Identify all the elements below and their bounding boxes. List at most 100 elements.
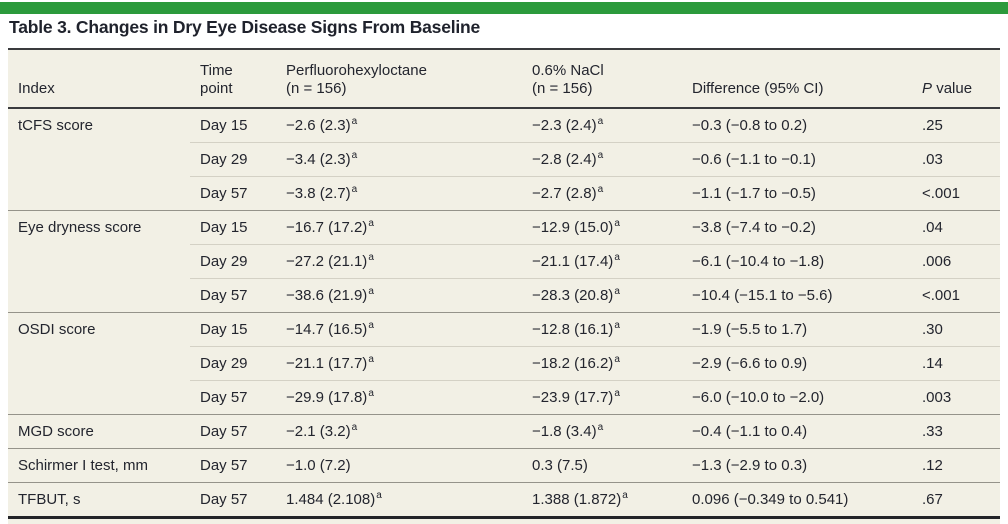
footnote-marker: a: [614, 286, 620, 297]
p-value-cell: .04: [912, 210, 1000, 245]
index-cell: Schirmer I test, mm: [8, 448, 190, 483]
time-cell: Day 57: [190, 278, 276, 313]
footnote-marker: a: [351, 184, 358, 195]
footnote-marker: a: [351, 150, 358, 161]
footnote-marker: a: [614, 388, 620, 399]
drug-value-cell: −27.2 (21.1)a: [276, 244, 522, 279]
difference-cell: −0.3 (−0.8 to 0.2): [692, 117, 808, 134]
nacl-value-cell: −21.1 (17.4)a: [522, 244, 682, 279]
footnote-marker: a: [597, 422, 604, 433]
table-card: Index Time point Perfluorohexyloctane (n…: [8, 48, 1000, 524]
footnote-marker: a: [622, 490, 628, 501]
p-value-cell: .12: [912, 448, 1000, 483]
index-cell: tCFS score: [18, 117, 94, 134]
time-cell: Day 15: [200, 117, 248, 134]
index-cell: OSDI score: [8, 312, 190, 347]
footnote-marker: a: [597, 184, 604, 195]
drug-value-cell: −38.6 (21.9)a: [276, 278, 522, 313]
index-cell: Eye dryness score: [8, 210, 190, 245]
time-cell: Day 29: [190, 142, 276, 177]
table-row: Schirmer I test, mm Day 57 −1.0 (7.2) 0.…: [8, 448, 1000, 483]
time-cell: Day 15: [190, 312, 276, 347]
time-cell: Day 57: [190, 380, 276, 415]
table-title: Table 3. Changes in Dry Eye Disease Sign…: [9, 17, 481, 37]
table-row: Day 29 −3.4 (2.3)a −2.8 (2.4)a −0.6 (−1.…: [8, 142, 1000, 177]
index-cell: [8, 347, 190, 381]
col-header-p-value: P value: [912, 49, 1000, 109]
index-cell: [8, 177, 190, 211]
p-value-cell: .006: [912, 244, 1000, 279]
drug-value-cell: 1.484 (2.108)a: [276, 482, 522, 518]
time-cell: Day 57: [190, 176, 276, 211]
table-row: MGD score Day 57 −2.1 (3.2)a −1.8 (3.4)a…: [8, 414, 1000, 449]
drug-value-cell: −3.4 (2.3)a: [276, 142, 522, 177]
nacl-value-cell: 0.3 (7.5): [522, 448, 682, 483]
difference-cell: −6.1 (−10.4 to −1.8): [682, 244, 912, 279]
table-row: Day 57 −3.8 (2.7)a −2.7 (2.8)a −1.1 (−1.…: [8, 176, 1000, 211]
accent-bar: [0, 2, 1008, 14]
time-cell: Day 57: [190, 448, 276, 483]
time-cell: Day 29: [190, 244, 276, 279]
footnote-marker: a: [614, 320, 620, 331]
nacl-value-cell: −12.8 (16.1)a: [522, 312, 682, 347]
p-value-cell: <.001: [912, 278, 1000, 313]
drug-value-cell: −3.8 (2.7)a: [276, 176, 522, 211]
footnote-marker: a: [351, 422, 358, 433]
footnote-marker: a: [368, 252, 374, 263]
p-value-cell: .003: [912, 380, 1000, 415]
difference-cell: −1.9 (−5.5 to 1.7): [682, 312, 912, 347]
nacl-value-cell: −23.9 (17.7)a: [522, 380, 682, 415]
difference-cell: −0.4 (−1.1 to 0.4): [682, 414, 912, 449]
drug-value-cell: −29.9 (17.8)a: [276, 380, 522, 415]
footnote-marker: a: [376, 490, 382, 501]
table-row: Day 57 −38.6 (21.9)a −28.3 (20.8)a −10.4…: [8, 278, 1000, 313]
nacl-value-cell: −2.3 (2.4)a: [532, 116, 604, 135]
drug-value-cell: −2.1 (3.2)a: [276, 414, 522, 449]
nacl-value-cell: −1.8 (3.4)a: [522, 414, 682, 449]
data-table: Index Time point Perfluorohexyloctane (n…: [8, 48, 1000, 519]
table-row: Eye dryness score Day 15 −16.7 (17.2)a −…: [8, 210, 1000, 245]
col-header-difference: Difference (95% CI): [682, 49, 912, 109]
footnote-marker: a: [368, 286, 374, 297]
time-cell: Day 57: [190, 482, 276, 518]
table-row: Day 29 −27.2 (21.1)a −21.1 (17.4)a −6.1 …: [8, 244, 1000, 279]
p-value-cell: .03: [912, 142, 1000, 177]
table-row: tCFS score Day 15 −2.6 (2.3)a −2.3 (2.4)…: [8, 108, 1000, 143]
time-cell: Day 29: [190, 346, 276, 381]
drug-value-cell: −14.7 (16.5)a: [276, 312, 522, 347]
nacl-value-cell: −18.2 (16.2)a: [522, 346, 682, 381]
nacl-value-cell: −12.9 (15.0)a: [522, 210, 682, 245]
col-header-time-point: Time point: [190, 49, 276, 109]
table-row: OSDI score Day 15 −14.7 (16.5)a −12.8 (1…: [8, 312, 1000, 347]
drug-value-cell: −1.0 (7.2): [276, 448, 522, 483]
col-header-perfluorohexyloctane: Perfluorohexyloctane (n = 156): [276, 49, 522, 109]
footnote-marker: a: [368, 320, 374, 331]
footnote-marker: a: [597, 116, 604, 127]
footnote-marker: a: [614, 252, 620, 263]
difference-cell: −3.8 (−7.4 to −0.2): [682, 210, 912, 245]
difference-cell: −1.3 (−2.9 to 0.3): [682, 448, 912, 483]
p-value-cell: .25: [922, 117, 943, 134]
header-row: Index Time point Perfluorohexyloctane (n…: [8, 49, 1000, 109]
p-value-cell: .33: [912, 414, 1000, 449]
footnote-marker: a: [614, 218, 620, 229]
footnote-marker: a: [368, 218, 374, 229]
difference-cell: −1.1 (−1.7 to −0.5): [682, 176, 912, 211]
table-row: TFBUT, s Day 57 1.484 (2.108)a 1.388 (1.…: [8, 482, 1000, 518]
table-row: Day 29 −21.1 (17.7)a −18.2 (16.2)a −2.9 …: [8, 346, 1000, 381]
p-value-cell: .14: [912, 346, 1000, 381]
index-cell: [8, 143, 190, 177]
footnote-marker: a: [368, 388, 374, 399]
time-cell: Day 57: [190, 414, 276, 449]
index-cell: [8, 381, 190, 415]
footnote-marker: a: [351, 116, 358, 127]
difference-cell: −10.4 (−15.1 to −5.6): [682, 278, 912, 313]
col-header-nacl: 0.6% NaCl (n = 156): [522, 49, 682, 109]
nacl-value-cell: −28.3 (20.8)a: [522, 278, 682, 313]
difference-cell: −2.9 (−6.6 to 0.9): [682, 346, 912, 381]
nacl-value-cell: 1.388 (1.872)a: [522, 482, 682, 518]
index-cell: [8, 279, 190, 313]
col-header-index: Index: [8, 49, 190, 109]
p-value-cell: .67: [912, 482, 1000, 518]
